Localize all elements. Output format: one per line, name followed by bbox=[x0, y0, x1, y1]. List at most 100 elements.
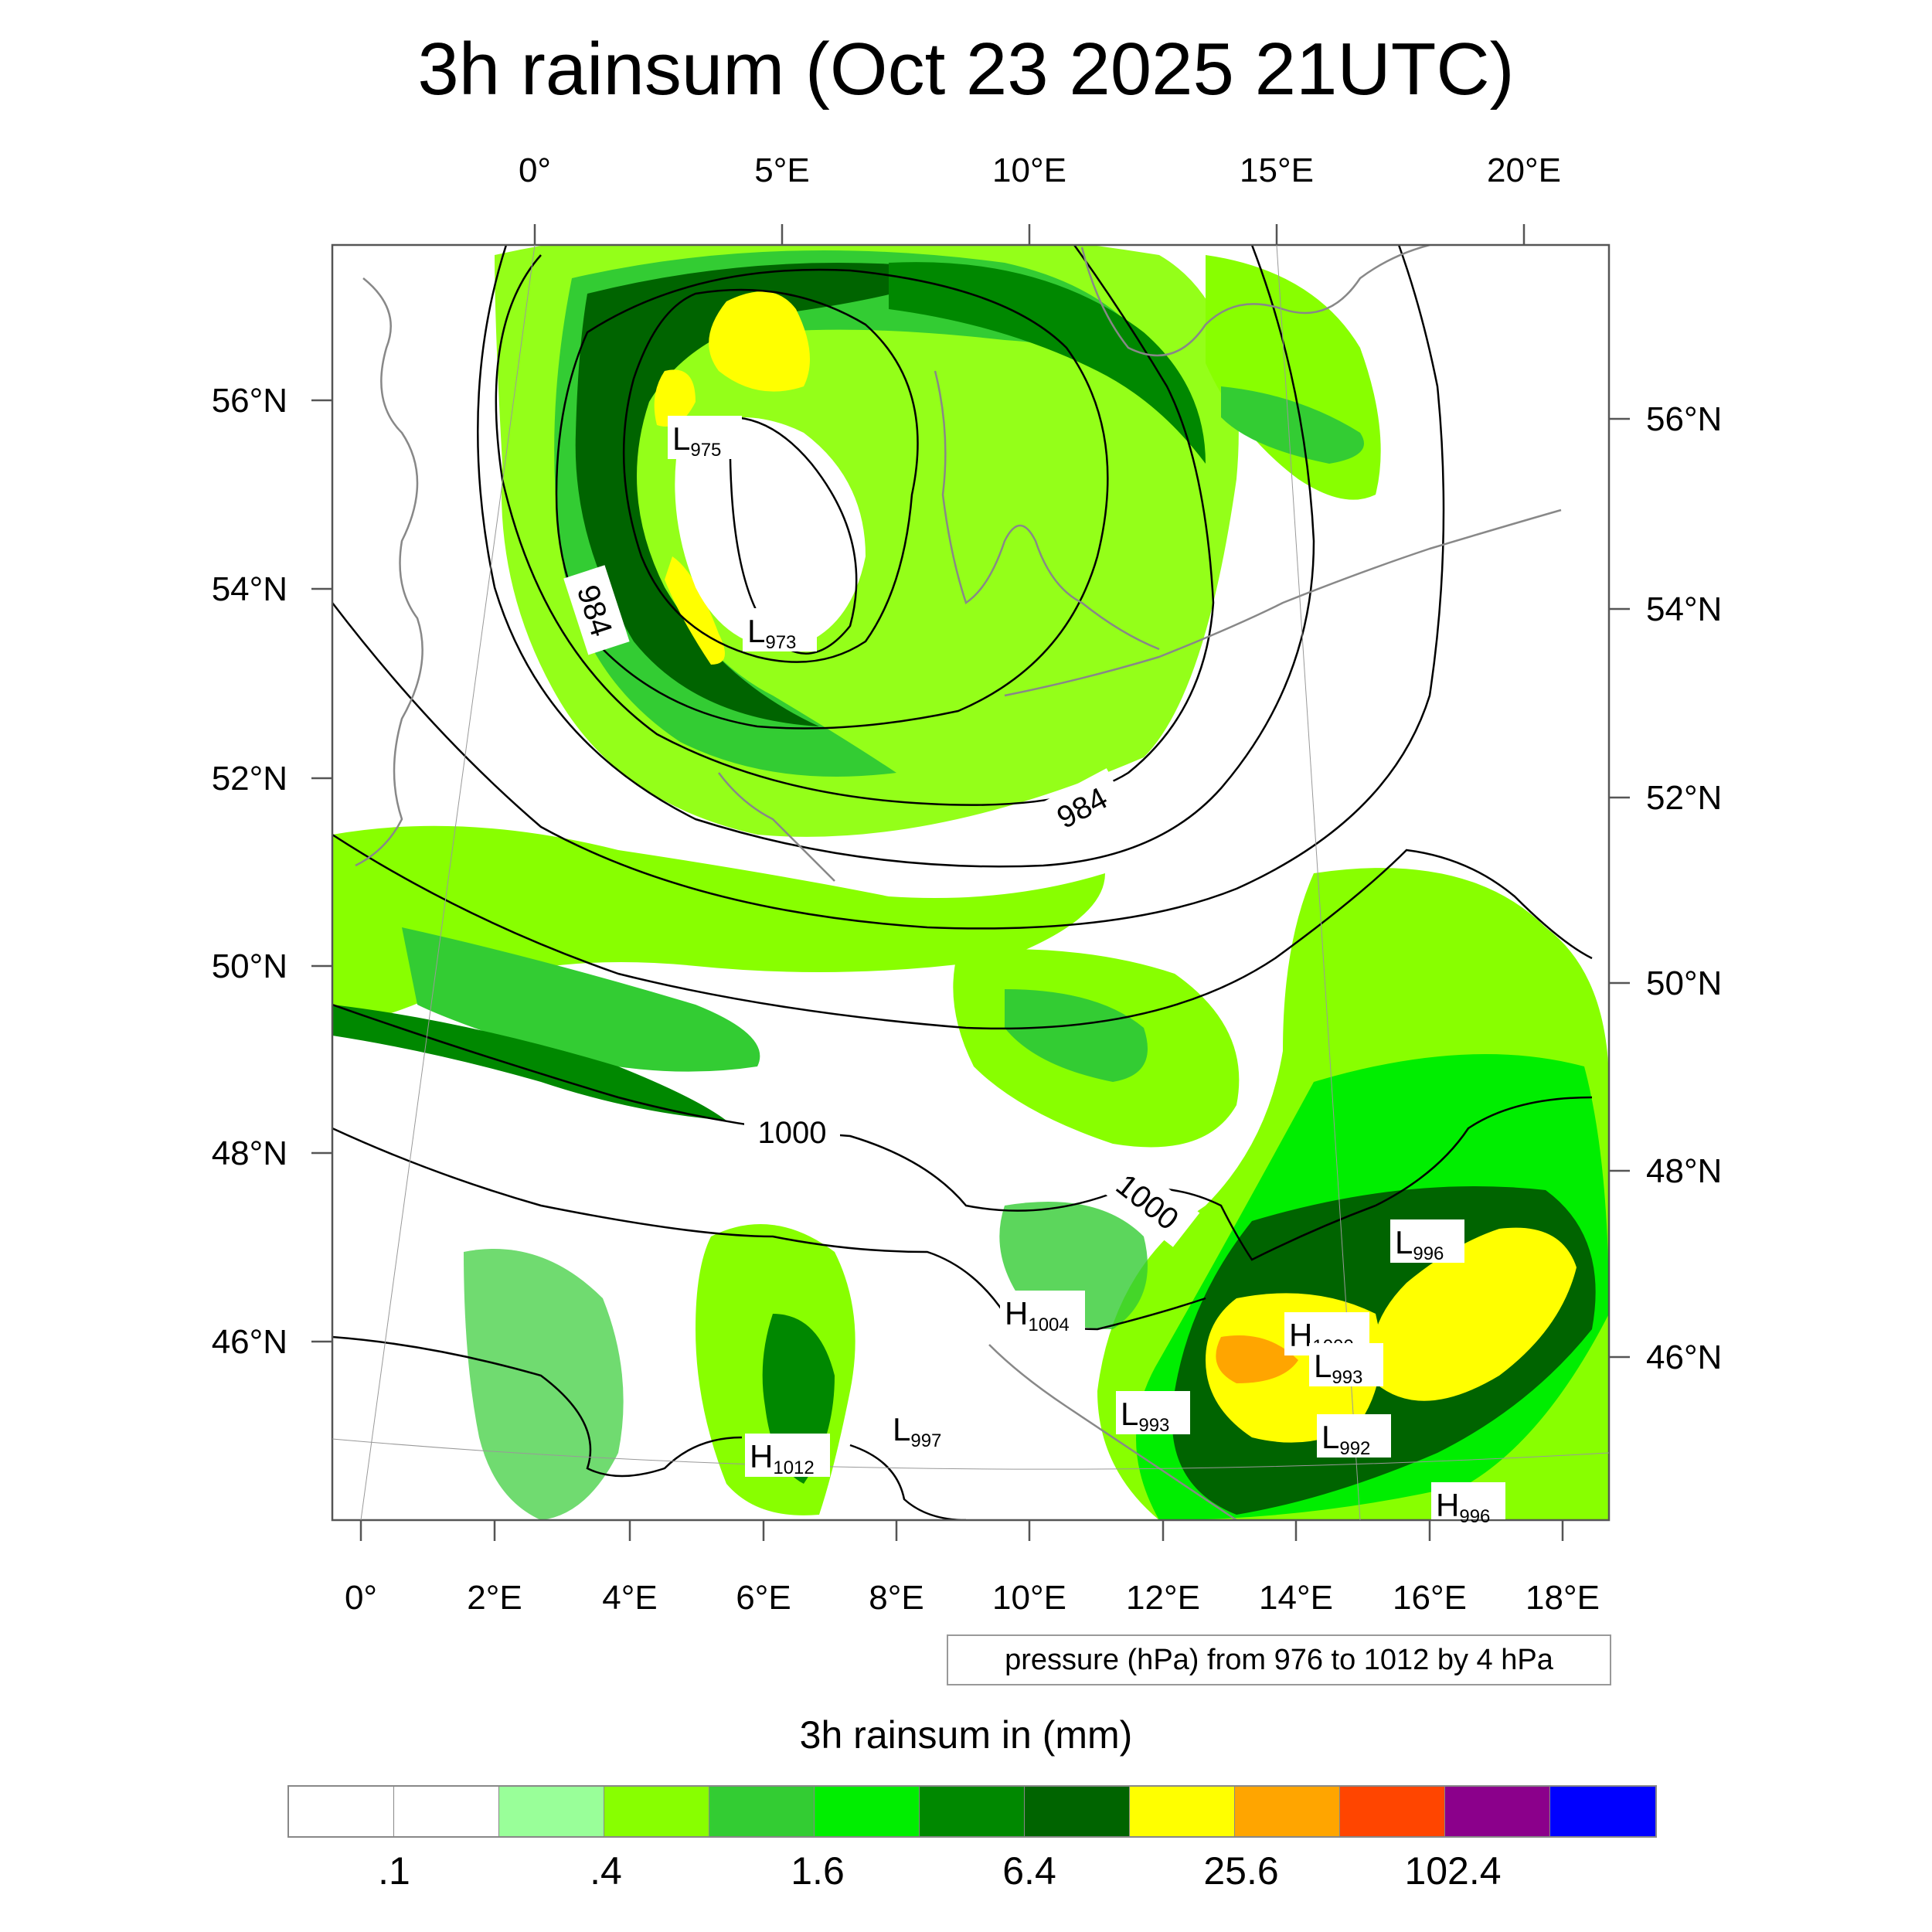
pressure-center: L997 bbox=[888, 1406, 962, 1451]
pressure-center: H1012 bbox=[745, 1434, 830, 1478]
rain-band-dark-arc bbox=[575, 263, 966, 726]
rain-free-core bbox=[675, 417, 866, 649]
colorbar-box bbox=[709, 1787, 815, 1836]
center-value: 992 bbox=[1339, 1438, 1370, 1459]
colorbar-tick-label: 6.4 bbox=[1002, 1849, 1056, 1893]
lon-label-bottom: 16°E bbox=[1393, 1579, 1467, 1617]
svg-text:L992: L992 bbox=[1321, 1419, 1370, 1459]
lat-label-left: 48°N bbox=[212, 1134, 287, 1172]
rain-very-heavy-1 bbox=[1216, 1335, 1298, 1383]
svg-text:H1004: H1004 bbox=[1005, 1295, 1070, 1335]
coast-britain bbox=[355, 277, 423, 867]
colorbar-tick-label: .4 bbox=[590, 1849, 622, 1893]
isobar-1008 bbox=[332, 1335, 743, 1478]
pressure-center: L973 bbox=[743, 608, 817, 653]
rain-patch-central-dark bbox=[1005, 989, 1148, 1082]
isobar-976 bbox=[622, 288, 919, 663]
graticule-lines bbox=[332, 245, 1609, 1520]
isobar-984 bbox=[495, 245, 1215, 806]
lat-label-right: 46°N bbox=[1646, 1338, 1722, 1376]
colorbar-box bbox=[499, 1787, 604, 1836]
isobar-988 bbox=[477, 245, 1315, 868]
center-value: 993 bbox=[1332, 1367, 1362, 1388]
colorbar-box bbox=[394, 1787, 499, 1836]
svg-text:L997: L997 bbox=[893, 1411, 941, 1451]
lon-label-bottom: 14°E bbox=[1259, 1579, 1333, 1617]
colorbar-tick-label: 25.6 bbox=[1203, 1849, 1279, 1893]
isobar-996 bbox=[332, 833, 1593, 1030]
coast-netherlands bbox=[718, 772, 835, 882]
svg-text:L996: L996 bbox=[1395, 1224, 1444, 1264]
lat-labels-right: 56°N 54°N 52°N 50°N 48°N 46°N bbox=[1646, 400, 1722, 1376]
lon-label-bottom: 4°E bbox=[602, 1579, 657, 1617]
lon-label-bottom: 0° bbox=[345, 1579, 377, 1617]
pressure-center: L992 bbox=[1317, 1414, 1391, 1459]
map-title: 3h rainsum (Oct 23 2025 21UTC) bbox=[417, 28, 1515, 111]
colorbar-box bbox=[1445, 1787, 1550, 1836]
center-type: L bbox=[1395, 1224, 1413, 1260]
center-value: 975 bbox=[690, 440, 721, 461]
rain-heavy-north-1 bbox=[709, 291, 810, 392]
lon-labels-bottom: 0° 2°E 4°E 6°E 8°E 10°E 12°E 14°E 16°E 1… bbox=[345, 1579, 1600, 1617]
lon-labels-top: 0° 5°E 10°E 15°E 20°E bbox=[519, 151, 1561, 189]
colorbar-box bbox=[289, 1787, 394, 1836]
precipitation-field bbox=[332, 245, 1609, 1520]
pressure-center: L975 bbox=[668, 416, 742, 461]
colorbar-box bbox=[1025, 1787, 1130, 1836]
center-value: 1012 bbox=[773, 1458, 814, 1478]
rain-heavy-east bbox=[1372, 1227, 1577, 1401]
lon-label-top: 5°E bbox=[754, 151, 809, 189]
lon-label-bottom: 18°E bbox=[1526, 1579, 1600, 1617]
svg-text:L973: L973 bbox=[747, 613, 796, 653]
center-type: H bbox=[1005, 1295, 1028, 1332]
rain-band-west bbox=[332, 825, 1105, 1022]
rain-band-west-dark bbox=[402, 927, 760, 1072]
center-type: L bbox=[1314, 1348, 1332, 1384]
isobar-inner bbox=[729, 416, 858, 655]
lat-label-right: 48°N bbox=[1646, 1152, 1722, 1190]
svg-text:H996: H996 bbox=[1436, 1487, 1490, 1527]
pressure-center: H996 bbox=[1431, 1482, 1505, 1527]
rain-band-westmost bbox=[332, 1005, 726, 1121]
pressure-centers: L975 L973 L996 H1004 H1000 L993 L993 L9 bbox=[668, 416, 1505, 1527]
center-value: 1004 bbox=[1028, 1315, 1069, 1335]
pressure-center: L993 bbox=[1309, 1343, 1383, 1388]
lat-label-left: 50°N bbox=[212, 947, 287, 985]
colorbar-tick-label: 102.4 bbox=[1404, 1849, 1502, 1893]
colorbar bbox=[287, 1785, 1657, 1838]
rain-heavy-north-2 bbox=[654, 369, 696, 427]
center-type: L bbox=[1121, 1396, 1138, 1432]
lat-label-right: 54°N bbox=[1646, 590, 1722, 628]
center-type: L bbox=[747, 613, 765, 649]
lon-label-bottom: 2°E bbox=[467, 1579, 522, 1617]
lon-label-top: 0° bbox=[519, 151, 551, 189]
colorbar-tick-label: .1 bbox=[378, 1849, 410, 1893]
center-type: L bbox=[1321, 1419, 1339, 1455]
pressure-center: H1004 bbox=[1000, 1291, 1085, 1335]
lon-label-top: 15°E bbox=[1240, 151, 1314, 189]
rain-area-north-east-dark bbox=[1221, 386, 1364, 464]
colorbar-box bbox=[1550, 1787, 1655, 1836]
coast-norway-sweden bbox=[1080, 245, 1430, 357]
center-value: 993 bbox=[1138, 1415, 1169, 1436]
colorbar-box bbox=[1130, 1787, 1235, 1836]
isobar-1004 bbox=[332, 1127, 1206, 1331]
contour-labels: 984 984 1000 1000 bbox=[563, 565, 1200, 1247]
isobar-980 bbox=[555, 268, 1109, 730]
lat-label-left: 56°N bbox=[212, 382, 287, 420]
colorbar-box bbox=[1235, 1787, 1340, 1836]
lon-label-bottom: 8°E bbox=[869, 1579, 923, 1617]
center-type: H bbox=[1436, 1487, 1459, 1523]
pressure-center: L996 bbox=[1390, 1219, 1464, 1264]
center-type: H bbox=[750, 1438, 773, 1475]
center-type: L bbox=[893, 1411, 910, 1447]
center-value: 996 bbox=[1459, 1506, 1490, 1527]
lat-label-left: 46°N bbox=[212, 1323, 287, 1361]
lat-label-left: 54°N bbox=[212, 570, 287, 608]
lat-label-right: 52°N bbox=[1646, 779, 1722, 817]
coast-adriatic bbox=[988, 1344, 1237, 1520]
coast-denmark bbox=[934, 370, 1160, 651]
colorbar-box bbox=[920, 1787, 1025, 1836]
center-type: L bbox=[672, 420, 690, 457]
